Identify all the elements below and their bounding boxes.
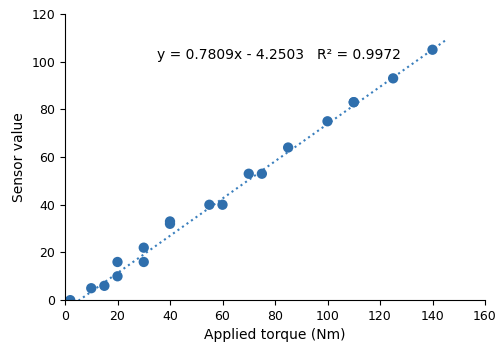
Point xyxy=(87,285,95,291)
Point xyxy=(140,259,148,265)
Point xyxy=(206,202,214,208)
Point xyxy=(100,283,108,289)
Point xyxy=(245,171,252,177)
Point xyxy=(166,218,174,224)
Point xyxy=(428,47,436,53)
Point xyxy=(350,99,358,105)
Point xyxy=(114,259,122,265)
Text: y = 0.7809x - 4.2503: y = 0.7809x - 4.2503 xyxy=(158,48,304,62)
Point xyxy=(284,145,292,150)
Point xyxy=(389,76,397,81)
Point xyxy=(140,245,148,251)
Text: R² = 0.9972: R² = 0.9972 xyxy=(317,48,401,62)
Point xyxy=(324,119,332,124)
Point xyxy=(114,274,122,279)
Point xyxy=(258,171,266,177)
X-axis label: Applied torque (Nm): Applied torque (Nm) xyxy=(204,328,346,342)
Point xyxy=(66,297,74,303)
Y-axis label: Sensor value: Sensor value xyxy=(12,112,26,202)
Point xyxy=(166,221,174,227)
Point xyxy=(218,202,226,208)
Point xyxy=(350,99,358,105)
